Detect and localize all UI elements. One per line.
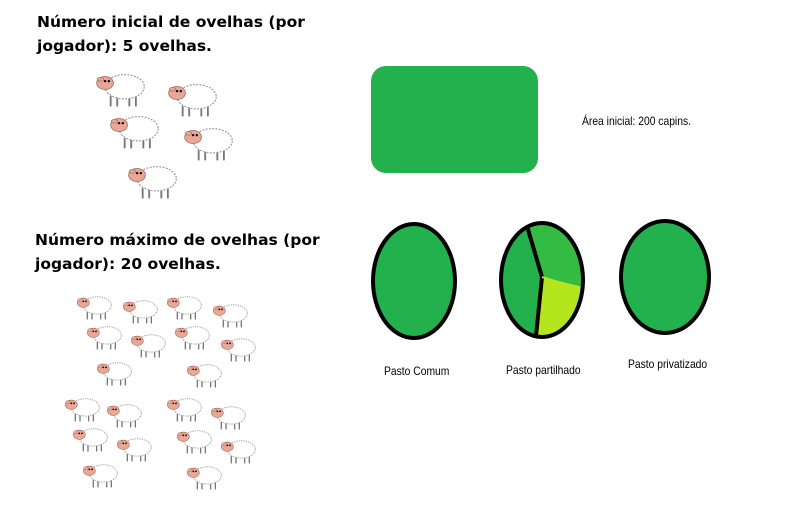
sheep-icon bbox=[106, 110, 162, 155]
sheep-icon bbox=[208, 402, 248, 436]
sheep-icon bbox=[180, 122, 236, 167]
sheep-icon bbox=[84, 322, 124, 356]
shared-pasture-label: Pasto partilhado bbox=[506, 363, 581, 377]
sheep-icon bbox=[218, 436, 258, 470]
sheep-icon bbox=[128, 330, 168, 364]
sheep-icon bbox=[62, 394, 102, 428]
sheep-icon bbox=[164, 394, 204, 428]
sheep-icon bbox=[164, 292, 204, 326]
sheep-icon bbox=[80, 460, 120, 494]
sheep-icon bbox=[92, 68, 148, 113]
private-pasture-label: Pasto privatizado bbox=[628, 357, 708, 371]
sheep-icon bbox=[174, 426, 214, 460]
sheep-icon bbox=[120, 296, 160, 330]
common-pasture-icon bbox=[371, 222, 457, 340]
sheep-icon bbox=[172, 322, 212, 356]
sheep-icon bbox=[184, 360, 224, 394]
initial-area-field bbox=[371, 66, 538, 173]
sheep-icon bbox=[104, 400, 144, 434]
sheep-icon bbox=[164, 78, 220, 123]
max-sheep-heading: Número máximo de ovelhas (por jogador): … bbox=[35, 231, 320, 273]
sheep-icon bbox=[218, 334, 258, 368]
sheep-icon bbox=[124, 160, 180, 205]
initial-area-label: Área inicial: 200 capins. bbox=[582, 114, 692, 128]
private-pasture-icon bbox=[619, 219, 711, 335]
sheep-icon bbox=[210, 300, 250, 334]
shared-pasture-icon bbox=[499, 221, 585, 339]
sheep-icon bbox=[114, 434, 154, 468]
sheep-icon bbox=[70, 424, 110, 458]
sheep-icon bbox=[94, 358, 134, 392]
sheep-icon bbox=[184, 462, 224, 496]
common-pasture-label: Pasto Comum bbox=[384, 364, 450, 378]
initial-sheep-heading: Número inicial de ovelhas (por jogador):… bbox=[37, 13, 305, 55]
sheep-icon bbox=[74, 292, 114, 326]
